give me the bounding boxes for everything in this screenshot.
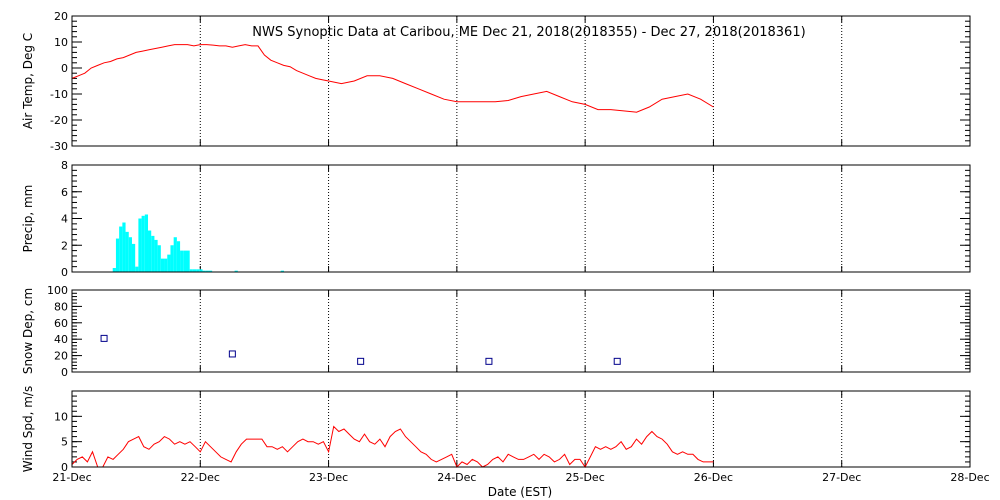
wind-speed-frame (71, 390, 971, 468)
air-temp-series-line (71, 44, 714, 113)
precip-bar (138, 218, 142, 272)
precip-bar (176, 241, 181, 272)
wind-speed-y-axis-label: Wind Spd, m/s (21, 386, 35, 472)
wind-speed-panel: 0 5 10 Wind Spd, m/s (21, 386, 971, 474)
precip-bar (160, 258, 165, 272)
precip-y-tick-label: 0 (61, 266, 68, 279)
precip-bar (189, 269, 193, 272)
x-tick-labels: 21-Dec 22-Dec 23-Dec 24-Dec 25-Dec 26-Dec 27-D… (52, 471, 989, 484)
precip-bar (208, 270, 213, 272)
x-tick-label: 27-Dec (822, 471, 861, 484)
precip-bar (186, 250, 190, 272)
precip-bar (125, 231, 129, 272)
precip-y-tick-label: 6 (61, 186, 68, 199)
x-tick-label: 23-Dec (309, 471, 348, 484)
panels: -30 -20 -10 0 10 20 Air Temp, Deg C 0 2 4 6 8 Precip… (21, 10, 990, 484)
precip-bar (144, 214, 149, 272)
x-tick-label: 22-Dec (181, 471, 220, 484)
precip-bar (280, 270, 284, 272)
precip-bar (112, 267, 116, 272)
precip-bar (234, 270, 238, 272)
precip-y-axis-label: Precip, mm (21, 185, 35, 253)
chart-title: NWS Synoptic Data at Caribou, ME Dec 21,… (252, 25, 805, 40)
precip-bar (196, 269, 200, 272)
precip-bar (205, 270, 209, 272)
snow-depth-panel: 0 20 40 60 80 100 Snow Dep, cm (21, 284, 971, 379)
precip-bar (202, 270, 206, 272)
snow-depth-point (228, 350, 236, 358)
snow-depth-point (100, 334, 108, 342)
x-tick-label: 24-Dec (437, 471, 476, 484)
precip-panel: 0 2 4 6 8 Precip, mm (21, 159, 971, 279)
snow-depth-y-axis-label: Snow Dep, cm (21, 288, 35, 374)
air-temp-frame (71, 15, 971, 147)
snow-depth-y-tick-label: 80 (54, 300, 68, 313)
precip-bar (135, 266, 139, 272)
x-tick-label: 21-Dec (52, 471, 91, 484)
air-temp-panel: -30 -20 -10 0 10 20 Air Temp, Deg C (21, 10, 971, 153)
x-tick-label: 28-Dec (950, 471, 989, 484)
snow-depth-y-tick-label: 40 (54, 333, 68, 346)
precip-bar (164, 258, 168, 272)
air-temp-y-tick-label: -10 (50, 88, 68, 101)
snow-depth-point (613, 357, 621, 365)
wind-speed-series-line (71, 425, 714, 468)
precip-bar (192, 269, 197, 272)
wind-speed-y-tick-label: 0 (61, 461, 68, 474)
precip-bar (148, 230, 152, 272)
x-axis-label: Date (EST) (488, 485, 552, 499)
precip-bar (154, 239, 158, 272)
wind-speed-y-tick-label: 10 (54, 410, 68, 423)
precip-bar (151, 235, 155, 272)
precip-bar (173, 237, 177, 272)
x-tick-label: 25-Dec (566, 471, 605, 484)
precip-y-tick-label: 8 (61, 159, 68, 172)
precip-frame (71, 164, 971, 273)
precip-y-tick-label: 2 (61, 239, 68, 252)
precip-bar (122, 222, 126, 272)
snow-depth-y-tick-label: 60 (54, 317, 68, 330)
precip-bar (141, 215, 145, 272)
air-temp-y-tick-label: -20 (50, 114, 68, 127)
precip-bar (183, 250, 187, 272)
snow-depth-point (357, 357, 365, 365)
precip-bar (199, 269, 203, 272)
snow-depth-y-tick-label: 0 (61, 366, 68, 379)
precip-bar (170, 245, 174, 272)
precip-bar (180, 250, 184, 272)
precip-bar (115, 238, 120, 272)
snow-depth-point (485, 357, 493, 365)
air-temp-y-tick-label: -30 (50, 140, 68, 153)
air-temp-y-tick-label: 10 (54, 36, 68, 49)
precip-bar (131, 243, 136, 272)
air-temp-y-axis-label: Air Temp, Deg C (21, 33, 35, 129)
snow-depth-frame (71, 289, 971, 373)
x-tick-label: 26-Dec (694, 471, 733, 484)
precip-bar (128, 237, 132, 272)
air-temp-y-tick-label: 0 (61, 62, 68, 75)
air-temp-y-tick-label: 20 (54, 10, 68, 23)
precip-bar (119, 226, 123, 272)
wind-speed-y-tick-label: 5 (61, 436, 68, 449)
snow-depth-y-tick-label: 20 (54, 350, 68, 363)
precip-y-tick-label: 4 (61, 213, 68, 226)
precip-bar (157, 245, 161, 272)
snow-depth-y-tick-label: 100 (47, 284, 68, 297)
precip-bar (167, 254, 171, 272)
